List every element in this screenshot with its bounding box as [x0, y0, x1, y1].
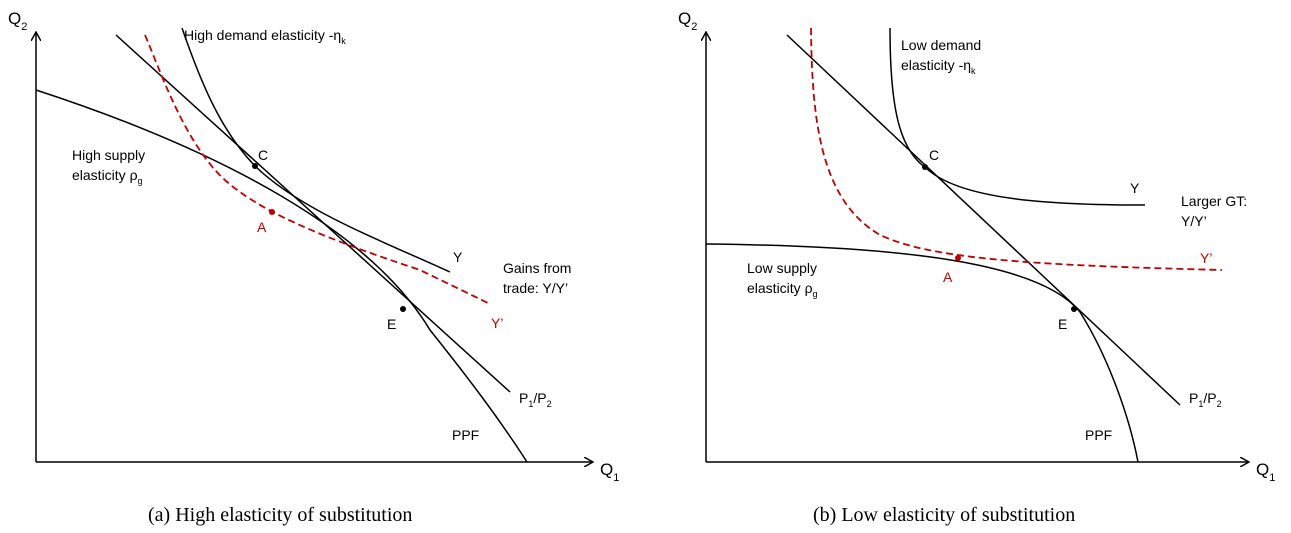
ppf-label: PPF — [1085, 427, 1112, 443]
point-e-label: E — [1058, 316, 1067, 332]
point-c — [252, 163, 258, 169]
demand-curve — [181, 27, 451, 273]
point-e — [400, 306, 406, 312]
caption-a: (a) High elasticity of substitution — [148, 504, 412, 526]
price-line — [786, 34, 1181, 406]
demand-curve — [889, 27, 1146, 206]
price-line — [115, 34, 511, 393]
curve-y-label: Y — [453, 249, 463, 265]
demand-label-2: elasticity -ηk — [901, 57, 976, 76]
point-a — [955, 255, 961, 261]
point-c-label: C — [929, 147, 939, 163]
panel-a: Q2 Q1 High demand elasticity -ηk High su… — [8, 9, 619, 526]
supply-label-1: Low supply — [747, 260, 817, 276]
axis-x-label: Q1 — [600, 460, 619, 484]
supply-label-2: elasticity ρg — [747, 280, 818, 299]
point-a-label: A — [257, 219, 267, 235]
y-prime-curve — [144, 34, 491, 305]
gt-label-2: Y/Y’ — [1181, 213, 1207, 229]
supply-label-2: elasticity ρg — [72, 167, 143, 186]
demand-label-1: Low demand — [901, 37, 981, 53]
ppf-curve — [705, 243, 1139, 463]
supply-label-1: High supply — [72, 147, 145, 163]
point-c — [922, 164, 928, 170]
panel-b: Q2 Q1 Low demand elasticity -ηk Low supp… — [678, 9, 1275, 526]
axis-y-label: Q2 — [678, 9, 697, 33]
point-c-label: C — [258, 147, 268, 163]
gains-label-2: trade: Y/Y’ — [503, 280, 568, 296]
axis-y-label: Q2 — [8, 9, 27, 33]
gt-label-1: Larger GT: — [1181, 193, 1247, 209]
curve-y-label: Y — [1130, 180, 1140, 196]
curve-y-prime-label: Y’ — [1200, 250, 1212, 266]
ppf-label: PPF — [452, 427, 479, 443]
curve-y-prime-label: Y’ — [491, 315, 503, 331]
price-label: P1/P2 — [519, 390, 552, 409]
point-e-label: E — [387, 316, 396, 332]
axis-x-label: Q1 — [1256, 460, 1275, 484]
demand-label: High demand elasticity -ηk — [184, 27, 346, 46]
caption-b: (b) Low elasticity of substitution — [813, 504, 1075, 526]
point-a — [269, 209, 275, 215]
y-prime-curve — [810, 27, 1223, 271]
point-e — [1071, 306, 1077, 312]
gains-label-1: Gains from — [503, 260, 571, 276]
ppf-curve — [35, 89, 528, 463]
point-a-label: A — [943, 269, 953, 285]
price-label: P1/P2 — [1189, 390, 1222, 409]
